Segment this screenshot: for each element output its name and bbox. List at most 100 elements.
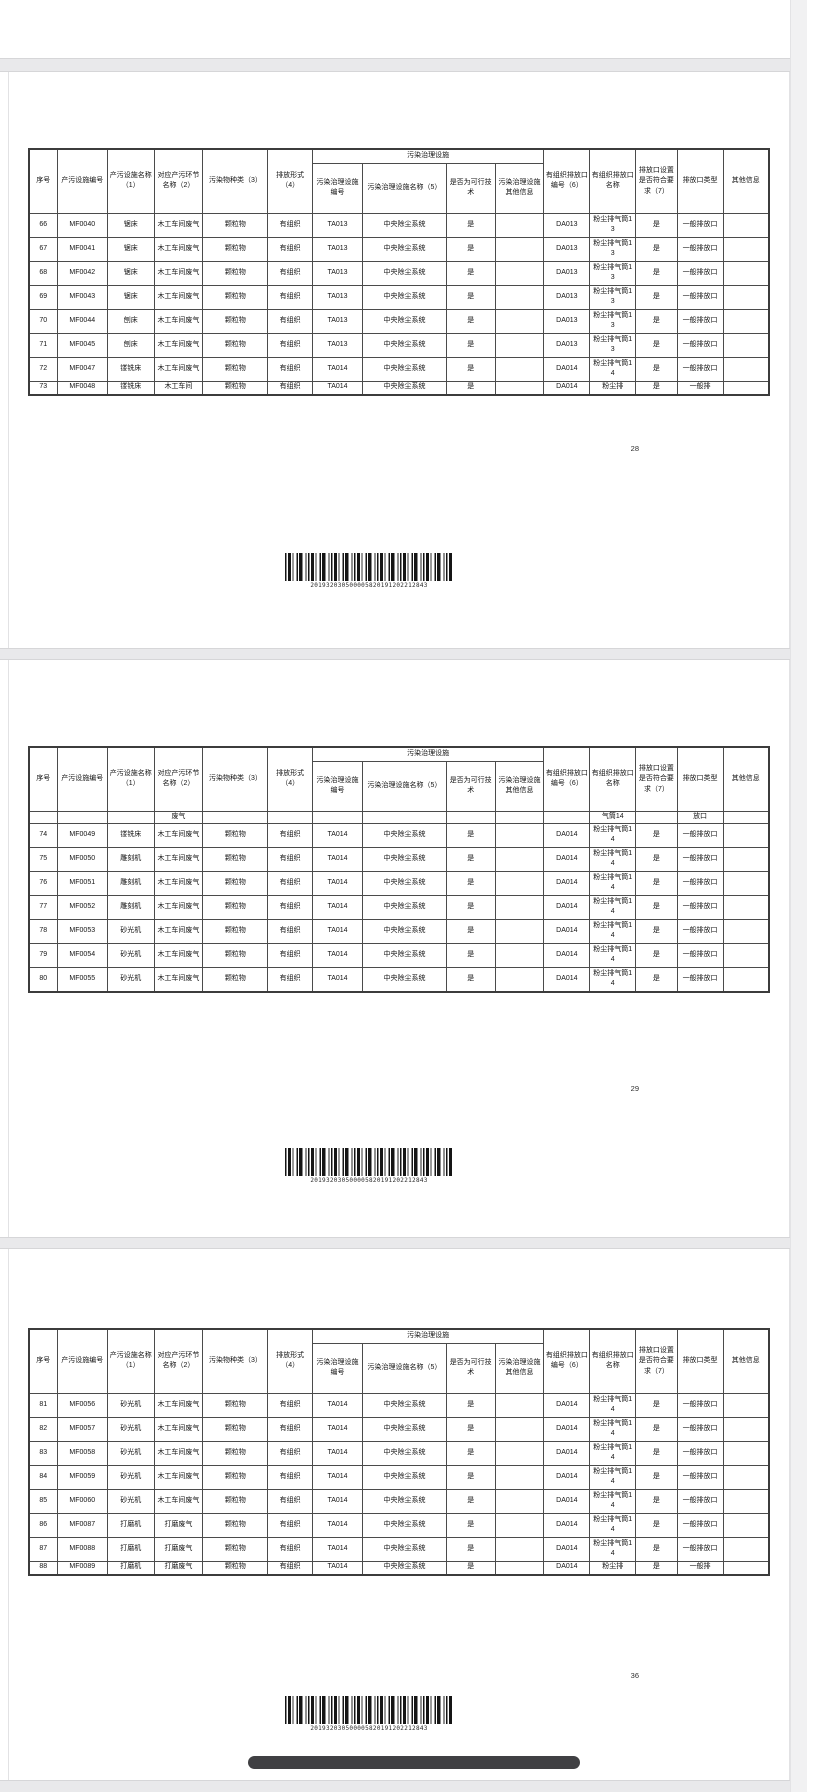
- table-cell: 木工车间废气: [153, 870, 204, 896]
- table-cell: TA014: [311, 966, 364, 992]
- table-cell: 有组织: [267, 212, 313, 238]
- table-cell: 中央除尘系统: [362, 332, 447, 358]
- table-cell: MF0057: [56, 1416, 108, 1442]
- pdf-page-29: 序号 产污设施编号 产污设施名称（1） 对应产污环节名称（2） 污染物种类（3） 排放形式…: [8, 660, 790, 1237]
- barcode: [285, 553, 453, 581]
- table-cell: 木工车间废气: [153, 1464, 204, 1490]
- table-cell: 粉尘排气筒13: [589, 236, 637, 262]
- table-cell: 木工车间废气: [153, 918, 204, 944]
- table-cell: [494, 1512, 545, 1538]
- table-cell: MF0044: [56, 308, 108, 334]
- table-cell: 是: [445, 308, 496, 334]
- table-cell: 是: [445, 1512, 496, 1538]
- table-cell: 打磨机: [106, 1560, 155, 1575]
- table-cell: [722, 380, 770, 395]
- table-cell: 有组织: [267, 332, 313, 358]
- table-cell: 有组织: [267, 308, 313, 334]
- table-cell: [722, 1560, 770, 1575]
- table-cell: [722, 1440, 770, 1466]
- table-cell: 是: [635, 1392, 678, 1418]
- column-header: 排放口设置是否符合要求（7）: [635, 746, 678, 812]
- page-number: 28: [630, 444, 639, 453]
- table-cell: 一般排放口: [676, 284, 724, 310]
- table-cell: MF0040: [56, 212, 108, 238]
- table-cell: DA014: [543, 894, 591, 920]
- table-cell: 一般排放口: [676, 1416, 724, 1442]
- scroll-indicator-bar[interactable]: [248, 1756, 580, 1769]
- table-cell: 颗粒物: [202, 918, 269, 944]
- column-subheader: 是否为可行技术: [445, 1342, 496, 1394]
- table-cell: 一般排放口: [676, 356, 724, 382]
- table-cell: [311, 810, 364, 824]
- table-cell: 木工车间废气: [153, 894, 204, 920]
- table-cell: [722, 1512, 770, 1538]
- barcode-digits: 201932030500005820191202212843: [310, 1177, 428, 1184]
- table-cell: [722, 356, 770, 382]
- table-cell: 是: [635, 1416, 678, 1442]
- table-cell: 粉尘排气筒14: [589, 894, 637, 920]
- table-cell: MF0059: [56, 1464, 108, 1490]
- table-cell: 有组织: [267, 918, 313, 944]
- table-cell: 木工车间废气: [153, 1392, 204, 1418]
- column-group-header: 污染治理设施: [311, 1328, 545, 1344]
- column-header: 有组织排放口名称: [589, 148, 637, 214]
- column-header: 序号: [28, 1328, 58, 1394]
- table-cell: 85: [28, 1488, 58, 1514]
- table-cell: [722, 1416, 770, 1442]
- table-cell: 80: [28, 966, 58, 992]
- table-cell: TA014: [311, 1536, 364, 1562]
- column-header: 其他信息: [722, 746, 770, 812]
- table-cell: [722, 308, 770, 334]
- table-cell: 颗粒物: [202, 356, 269, 382]
- table-row: 72 MF0047 镂铣床 木工车间废气 颗粒物 有组织 TA014 中央除尘系统是 DA014…: [28, 356, 770, 382]
- table-cell: [494, 1464, 545, 1490]
- table-cell: 是: [635, 356, 678, 382]
- table-cell: TA014: [311, 1560, 364, 1575]
- table-cell: 是: [445, 284, 496, 310]
- column-header: 排放形式（4）: [267, 746, 313, 812]
- table-row: 76 MF0051 雕刻机 木工车间废气 颗粒物 有组织 TA014 中央除尘系统是 DA014…: [28, 870, 770, 896]
- table-cell: [722, 1464, 770, 1490]
- table-cell: [722, 1536, 770, 1562]
- table-cell: 粉尘排: [589, 1560, 637, 1575]
- table-cell: 镂铣床: [106, 822, 155, 848]
- table-cell: MF0053: [56, 918, 108, 944]
- table-cell: 打磨机: [106, 1512, 155, 1538]
- table-cell: 粉尘排气筒14: [589, 356, 637, 382]
- pollution-facility-table-grid: 序号 产污设施编号 产污设施名称（1） 对应产污环节名称（2） 污染物种类（3） 排放形式…: [28, 1328, 770, 1576]
- table-cell: 一般排放口: [676, 1536, 724, 1562]
- table-cell: 粉尘排气筒13: [589, 308, 637, 334]
- table-cell: 是: [445, 236, 496, 262]
- table-cell: TA014: [311, 1440, 364, 1466]
- table-cell: 68: [28, 260, 58, 286]
- table-cell: 有组织: [267, 356, 313, 382]
- table-cell: 75: [28, 846, 58, 872]
- table-row: 86 MF0087 打磨机 打磨废气 颗粒物 有组织 TA014 中央除尘系统是 DA014 粉尘…: [28, 1512, 770, 1538]
- table-cell: MF0060: [56, 1488, 108, 1514]
- pollution-facility-table: 序号 产污设施编号 产污设施名称（1） 对应产污环节名称（2） 污染物种类（3） 排放形式…: [28, 1328, 770, 1576]
- barcode: [285, 1696, 453, 1724]
- table-cell: 一般排放口: [676, 918, 724, 944]
- table-cell: TA014: [311, 1464, 364, 1490]
- table-cell: 一般排放口: [676, 1488, 724, 1514]
- table-cell: 有组织: [267, 1464, 313, 1490]
- table-cell: [494, 212, 545, 238]
- table-cell: [722, 822, 770, 848]
- table-cell: [722, 894, 770, 920]
- table-cell: 中央除尘系统: [362, 822, 447, 848]
- scrollbar-track[interactable]: [790, 0, 807, 1792]
- table-cell: 砂光机: [106, 1416, 155, 1442]
- table-cell: 69: [28, 284, 58, 310]
- table-cell: [106, 810, 155, 824]
- table-cell: DA013: [543, 332, 591, 358]
- table-cell: [722, 332, 770, 358]
- table-cell: 粉尘排气筒14: [589, 822, 637, 848]
- table-cell: MF0089: [56, 1560, 108, 1575]
- table-cell: [494, 918, 545, 944]
- table-cell: 有组织: [267, 822, 313, 848]
- column-header: 序号: [28, 148, 58, 214]
- table-cell: 中央除尘系统: [362, 1536, 447, 1562]
- table-cell: 86: [28, 1512, 58, 1538]
- table-cell: DA014: [543, 1464, 591, 1490]
- table-cell: 粉尘排气筒13: [589, 212, 637, 238]
